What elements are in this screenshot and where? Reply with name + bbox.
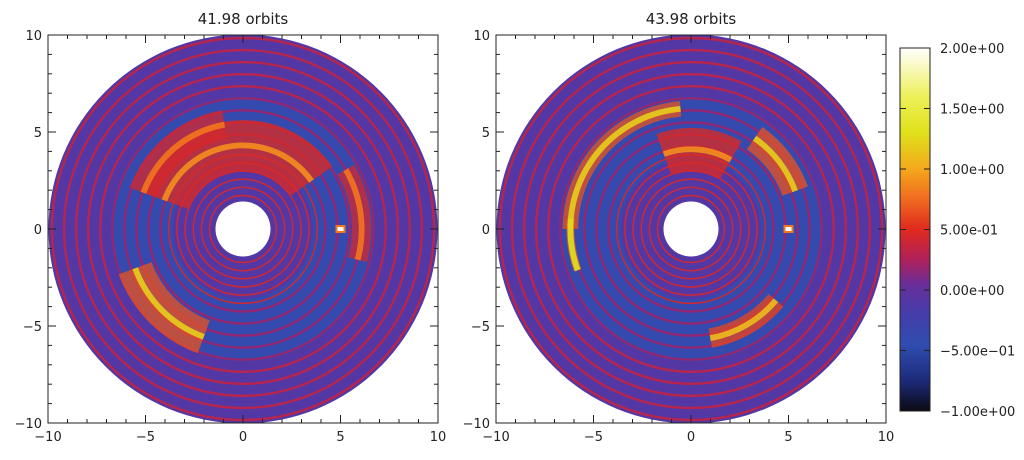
colorbar-tick-label: −1.00e+00 (940, 405, 1015, 420)
density-ring (559, 97, 823, 361)
colorbar-tick-label: 1.00e+00 (940, 163, 1004, 178)
overdense-arc-core (140, 121, 226, 194)
density-ring (184, 170, 302, 288)
density-ring (192, 178, 294, 280)
overdense-arc-core (662, 146, 733, 163)
y-tick-label: 0 (34, 223, 42, 238)
x-tick-label: 0 (687, 430, 695, 445)
y-tick-label: 5 (34, 126, 42, 141)
density-ring (200, 186, 286, 272)
right-panel: 43.98 orbits −10 −5 0 5 10 −10 −5 0 5 10 (463, 10, 895, 445)
density-ring (99, 85, 387, 373)
density-ring (640, 178, 742, 280)
density-ring (208, 194, 278, 264)
x-tick-label: −10 (482, 430, 509, 445)
colorbar-tick-label: 1.50e+00 (940, 103, 1004, 118)
density-ring (111, 97, 375, 361)
left-panel-title: 41.98 orbits (198, 10, 289, 28)
y-tick-label: −5 (471, 320, 490, 335)
density-ring (510, 48, 872, 410)
y-tick-label: 0 (482, 223, 490, 238)
density-ring (648, 186, 734, 272)
overdense-arc-core (752, 135, 798, 193)
y-tick-label: −5 (23, 320, 42, 335)
x-tick-label: −10 (34, 430, 61, 445)
overdense-arc-core (567, 218, 581, 272)
colorbar: 2.00e+00 1.50e+00 1.00e+00 5.00e-01 0.00e+00… (899, 42, 1015, 420)
overdense-arc-core (161, 142, 314, 202)
left-panel: 41.98 orbits −10 −5 0 5 10 −10 −5 0 5 10 (15, 10, 447, 445)
density-ring (62, 48, 424, 410)
colorbar-tick-label: 0.00e+00 (940, 284, 1004, 299)
inner-hole (215, 201, 271, 257)
y-tick-label: 5 (482, 126, 490, 141)
planet-marker (335, 225, 346, 233)
density-ring (632, 170, 750, 288)
y-tick-label: −10 (463, 417, 490, 432)
right-panel-title: 43.98 orbits (646, 10, 737, 28)
density-ring (86, 72, 400, 386)
x-tick-label: −5 (136, 430, 155, 445)
density-ring (534, 72, 848, 386)
x-tick-label: −5 (584, 430, 603, 445)
density-ring (547, 85, 835, 373)
right-axes-ticks: −10 −5 0 5 10 −10 −5 0 5 10 (463, 29, 895, 445)
colorbar-tick-label: −5.00e−01 (940, 345, 1015, 360)
left-disk-plot (48, 34, 438, 424)
x-tick-label: 5 (784, 430, 792, 445)
density-ring (656, 194, 726, 264)
inner-hole (663, 201, 719, 257)
colorbar-ticks: 2.00e+00 1.50e+00 1.00e+00 5.00e-01 0.00e+00… (900, 42, 1015, 420)
overdense-arc-core (132, 267, 205, 340)
x-tick-label: 10 (430, 430, 447, 445)
colorbar-tick-label: 2.00e+00 (940, 42, 1004, 57)
density-ring (583, 121, 799, 337)
x-tick-label: 0 (239, 430, 247, 445)
y-tick-label: −10 (15, 417, 42, 432)
planet-marker (783, 225, 794, 233)
x-tick-label: 5 (336, 430, 344, 445)
x-tick-label: 10 (878, 430, 895, 445)
left-axes-ticks: −10 −5 0 5 10 −10 −5 0 5 10 (15, 29, 447, 445)
overdense-arc-core (343, 168, 365, 261)
overdense-arc-core (709, 298, 779, 342)
right-disk-plot (496, 34, 886, 424)
overdense-arc (656, 127, 742, 179)
density-ring (522, 60, 860, 398)
overdense-arc-core (567, 105, 681, 229)
y-tick-label: 10 (473, 29, 490, 44)
colorbar-tick-label: 5.00e-01 (940, 224, 998, 239)
y-tick-label: 10 (25, 29, 42, 44)
density-ring (74, 60, 412, 398)
